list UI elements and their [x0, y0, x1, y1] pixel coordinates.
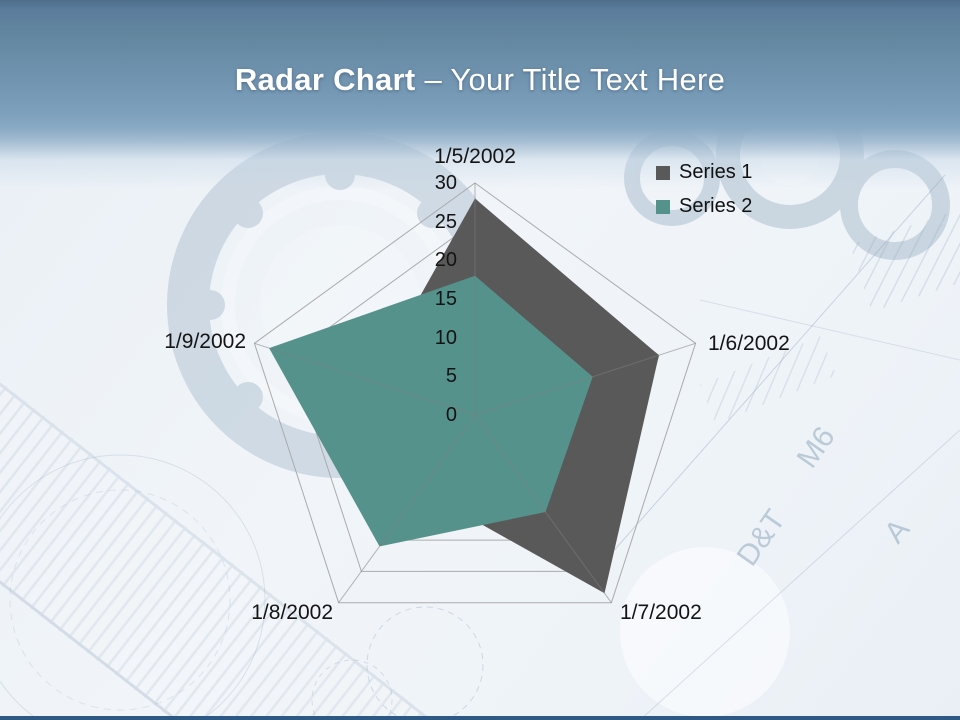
bottom-accent-bar — [0, 716, 960, 720]
category-label-0: 1/5/2002 — [434, 145, 516, 168]
title-bold-text: Radar Chart — [234, 62, 416, 97]
legend-item-series-2: Series 2 — [656, 195, 752, 218]
chart-legend: Series 1 Series 2 — [656, 161, 752, 229]
grid-ring-30 — [253, 182, 697, 604]
category-label-3: 1/8/2002 — [251, 601, 333, 624]
series-1-label: Series 1 — [679, 161, 753, 183]
technical-drawing-marks — [0, 174, 960, 720]
series-2-swatch — [656, 199, 670, 214]
axis-spoke-2 — [474, 414, 612, 603]
category-label-2: 1/7/2002 — [620, 601, 702, 624]
title-regular-text: – Your Title Text Here — [424, 62, 726, 97]
radial-tick-label-5: 5 — [445, 365, 457, 388]
axis-spoke-3 — [338, 414, 476, 603]
radial-tick-label-25: 25 — [434, 210, 457, 233]
radial-tick-label-15: 15 — [434, 288, 457, 310]
radial-tick-label-20: 20 — [434, 249, 457, 272]
series-2-label: Series 2 — [679, 195, 753, 217]
radial-tick-label-30: 30 — [434, 172, 457, 194]
legend-item-series-1: Series 1 — [656, 161, 752, 184]
radial-tick-label-10: 10 — [434, 326, 457, 349]
slide-title: Radar Chart – Your Title Text Here — [0, 62, 960, 98]
series-2-area — [269, 275, 593, 547]
axis-spoke-4 — [254, 342, 476, 416]
bolt-image — [0, 368, 456, 720]
category-label-1: 1/6/2002 — [708, 332, 790, 355]
axis-spoke-1 — [474, 342, 696, 416]
radial-tick-label-0: 0 — [445, 404, 457, 426]
series-1-swatch — [656, 165, 670, 180]
category-label-4: 1/9/2002 — [164, 330, 246, 353]
